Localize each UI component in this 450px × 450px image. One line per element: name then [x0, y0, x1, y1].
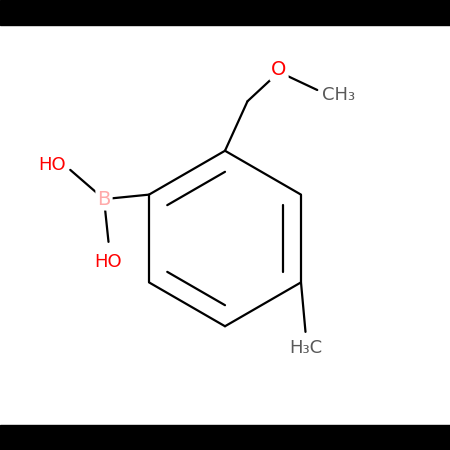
Text: HO: HO: [94, 253, 122, 271]
Text: CH₃: CH₃: [322, 86, 355, 104]
Bar: [0, 425, 450, 450]
Text: B: B: [97, 189, 111, 209]
Text: HO: HO: [38, 157, 66, 174]
Text: H₃C: H₃C: [289, 339, 322, 357]
Text: O: O: [271, 60, 287, 79]
Bar: [0, 0, 450, 25]
